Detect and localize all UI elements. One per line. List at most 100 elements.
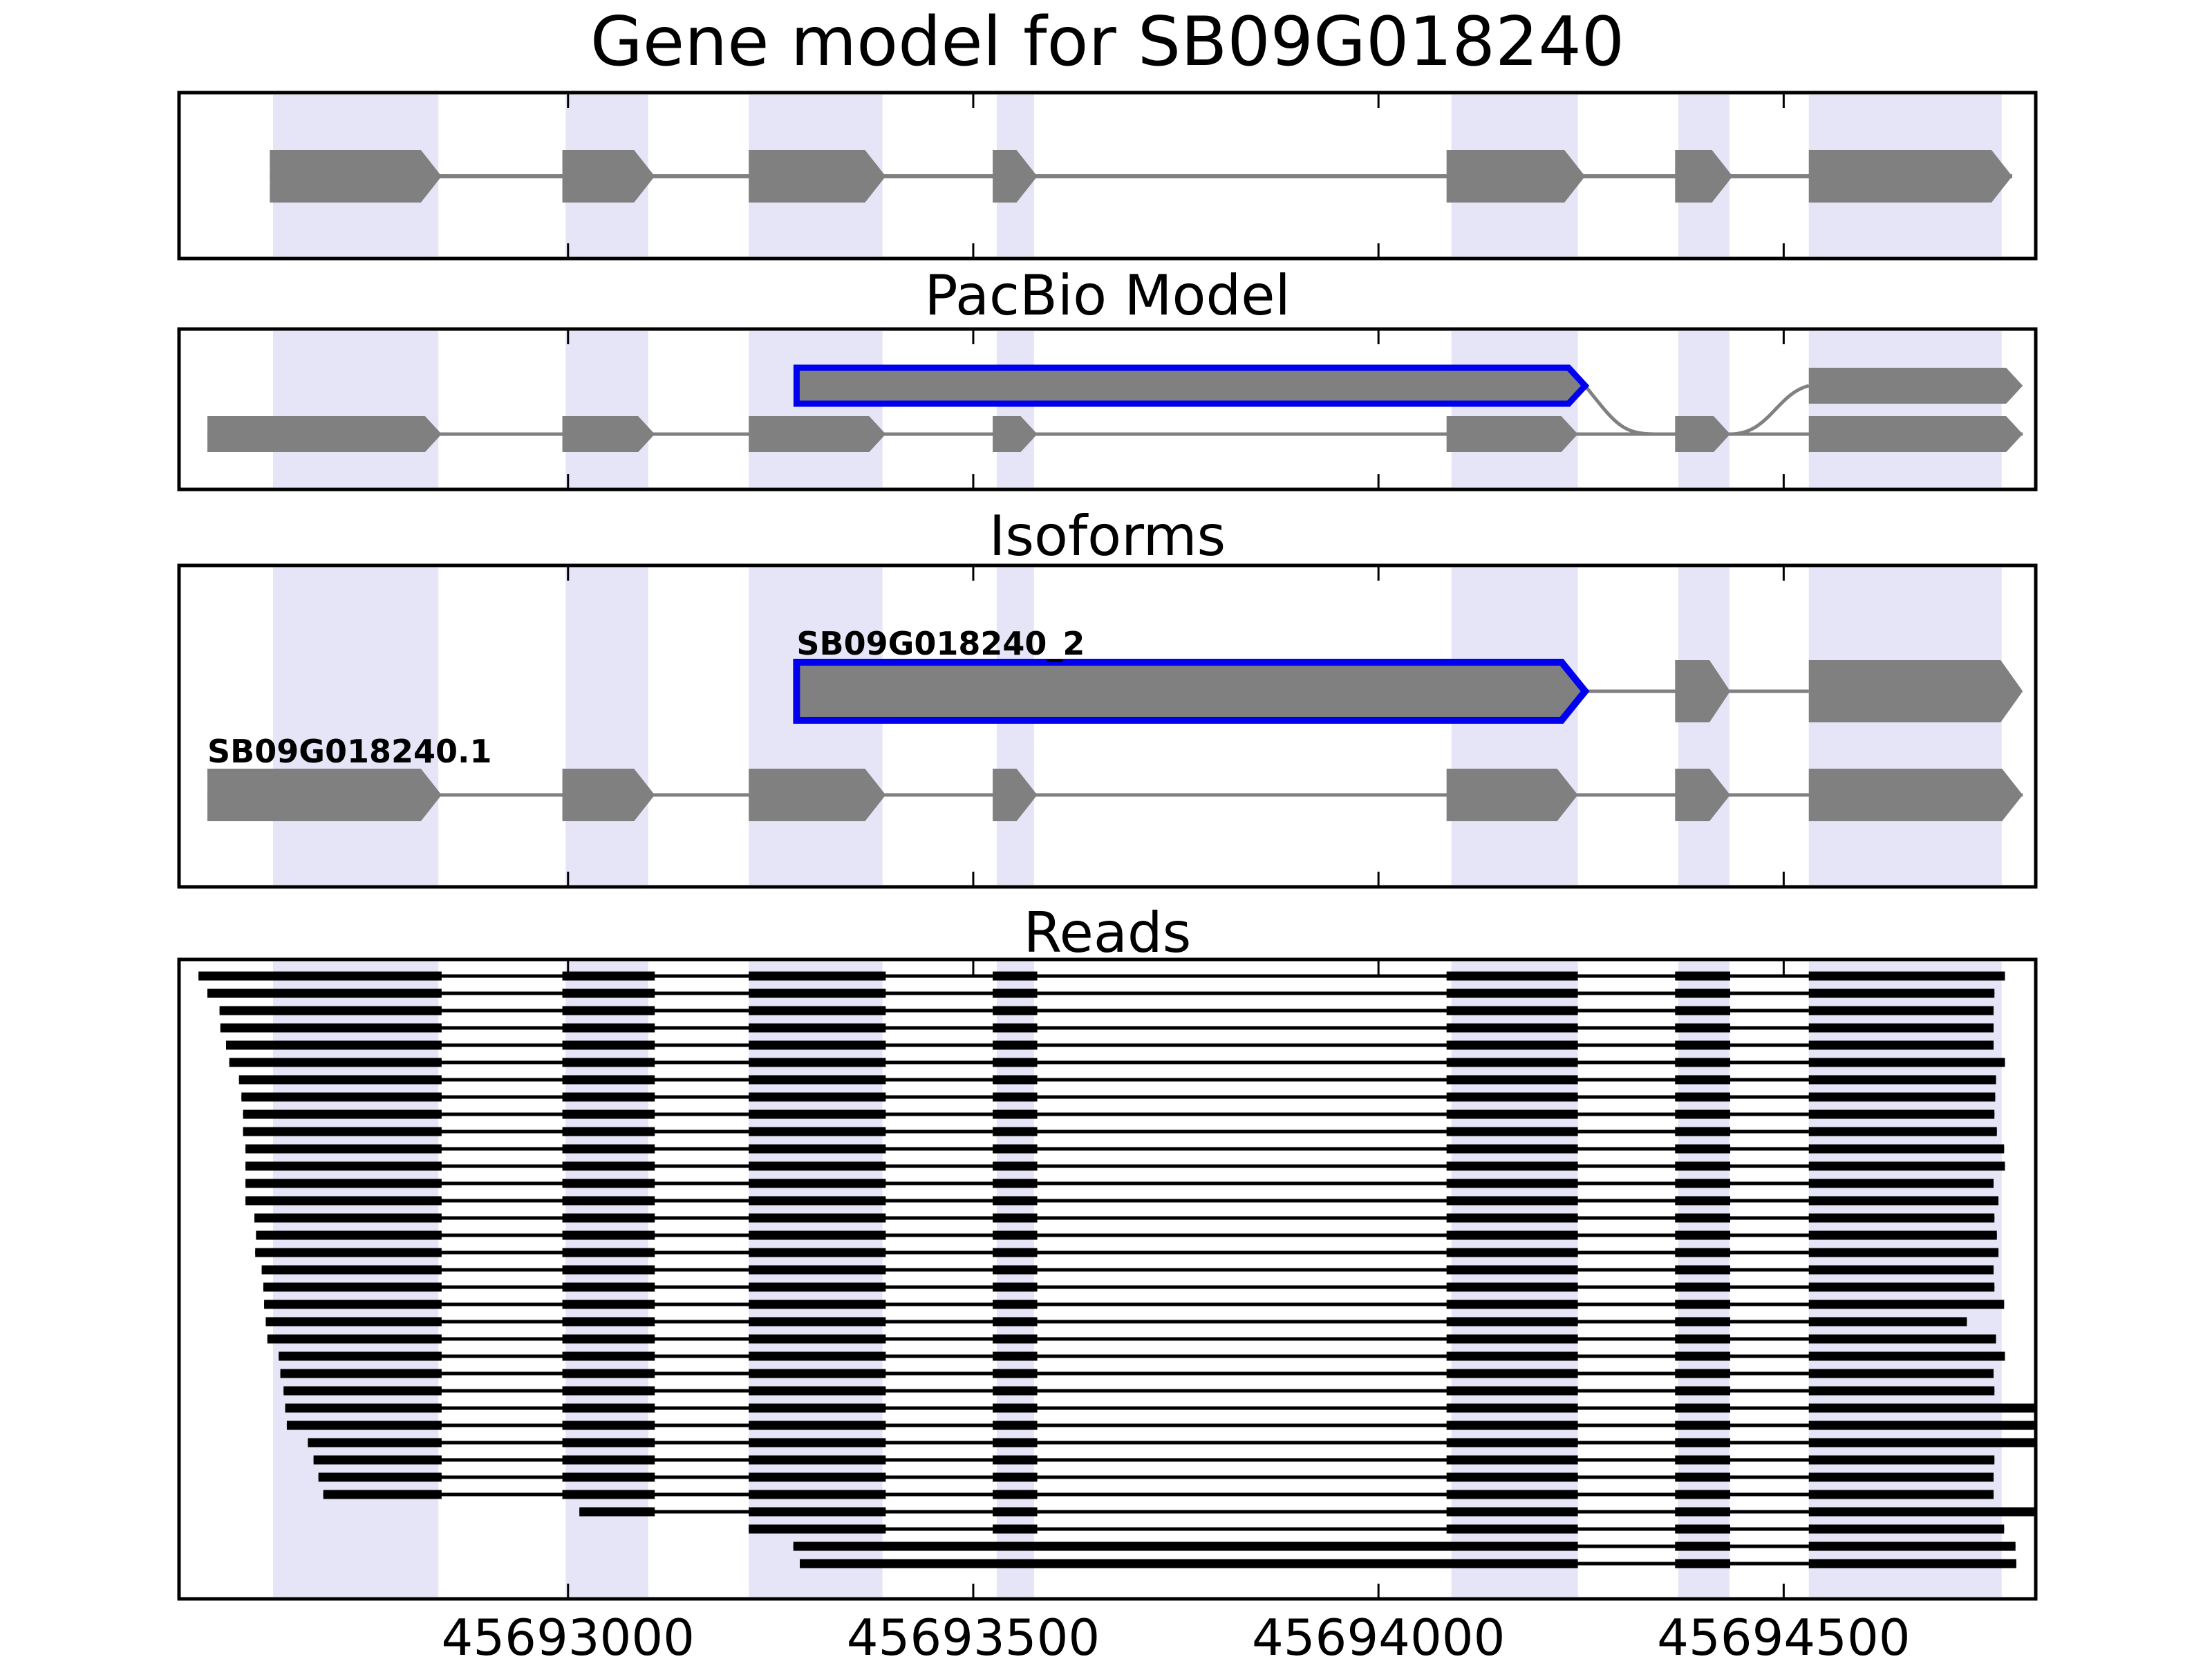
exon-highlight-band <box>996 331 1034 487</box>
read-exon-block <box>749 971 886 981</box>
read-exon-block <box>562 1075 655 1085</box>
read-exon-block <box>238 1075 442 1085</box>
read-exon-block <box>993 1507 1038 1517</box>
read-row <box>263 1282 1995 1292</box>
read-exon-block <box>1675 1334 1730 1344</box>
read-exon-block <box>1446 1213 1578 1223</box>
read-exon-block <box>219 1006 442 1015</box>
exon <box>207 416 442 452</box>
read-exon-block <box>749 1455 886 1465</box>
read-exon-block <box>1808 1109 1995 1119</box>
read-exon-block <box>993 1023 1038 1033</box>
read-exon-block <box>562 1058 655 1067</box>
x-tick-label: 45694500 <box>1657 1609 1911 1659</box>
read-exon-block <box>562 1351 655 1361</box>
read-exon-block <box>562 1282 655 1292</box>
read-exon-block <box>1675 1438 1730 1447</box>
read-exon-block <box>1675 1230 1730 1240</box>
read-exon-block <box>1808 1127 1997 1136</box>
read-exon-block <box>993 1144 1038 1154</box>
read-exon-block <box>1675 1023 1730 1033</box>
read-exon-block <box>220 1023 442 1033</box>
read-exon-block <box>562 1455 655 1465</box>
read-exon-block <box>255 1248 442 1257</box>
splice-curve-up <box>1730 384 1810 436</box>
read-exon-block <box>749 1317 886 1327</box>
read-exon-block <box>993 1317 1038 1327</box>
read-exon-block <box>1675 1369 1730 1378</box>
exon <box>1446 150 1586 203</box>
exon-highlight-band <box>1678 962 1730 1597</box>
panel-border-reads <box>177 957 2038 1601</box>
read-exon-block <box>279 1351 442 1361</box>
read-exon-block <box>562 1248 655 1257</box>
novel-exon-highlighted <box>793 364 1590 407</box>
read-exon-block <box>318 1472 442 1482</box>
read-row <box>238 1075 1996 1085</box>
read-exon-block <box>241 1092 442 1102</box>
read-exon-block <box>749 1421 886 1430</box>
read-exon-block <box>1675 1109 1730 1119</box>
read-exon-block <box>1446 1300 1578 1309</box>
read-exon-block <box>243 1127 442 1136</box>
read-exon-block <box>1446 988 1578 998</box>
read-exon-block <box>562 1230 655 1240</box>
read-exon-block <box>1675 1161 1730 1171</box>
read-exon-block <box>1446 1317 1578 1327</box>
x-tick-label: 45693000 <box>441 1609 695 1659</box>
read-row <box>245 1144 2005 1154</box>
read-exon-block <box>1675 1127 1730 1136</box>
read-exon-block <box>749 1300 886 1309</box>
read-exon-block <box>749 1248 886 1257</box>
read-exon-block <box>1675 1300 1730 1309</box>
read-row <box>579 1507 2036 1517</box>
read-row <box>308 1438 2036 1447</box>
read-exon-block <box>749 1161 886 1171</box>
read-exon-block <box>749 1040 886 1050</box>
read-exon-block <box>749 1265 886 1275</box>
read-exon-block <box>1808 1230 1997 1240</box>
read-exon-block <box>1808 1161 2005 1171</box>
read-exon-block <box>1675 1490 1730 1499</box>
read-exon-block <box>993 1213 1038 1223</box>
exon-highlight-band <box>1451 568 1578 885</box>
read-row <box>264 1300 2005 1309</box>
read-exon-block <box>993 1230 1038 1240</box>
exon <box>749 150 886 203</box>
read-exon-block <box>1675 971 1730 981</box>
read-exon-block <box>1446 1282 1578 1292</box>
read-exon-block <box>308 1438 442 1447</box>
x-tick-label: 45694000 <box>1251 1609 1506 1659</box>
read-exon-block <box>749 1524 886 1534</box>
exon <box>562 150 655 203</box>
read-exon-block <box>562 1023 655 1033</box>
read-exon-block <box>1808 1490 1994 1499</box>
read-exon-block <box>1446 1421 1578 1430</box>
read-exon-block <box>749 1438 886 1447</box>
exon <box>1675 660 1730 722</box>
read-exon-block <box>1675 1092 1730 1102</box>
read-exon-block <box>1675 1541 1730 1551</box>
read-exon-block <box>993 1127 1038 1136</box>
read-exon-block <box>1446 1369 1578 1378</box>
read-row <box>318 1472 1994 1482</box>
read-row <box>245 1179 1994 1188</box>
read-exon-block <box>1808 1421 2036 1430</box>
read-exon-block <box>993 1438 1038 1447</box>
exon <box>1675 150 1733 203</box>
read-exon-block <box>749 1092 886 1102</box>
read-exon-block <box>749 1144 886 1154</box>
read-exon-block <box>562 1144 655 1154</box>
read-exon-block <box>1808 1282 1995 1292</box>
novel-exon-highlighted <box>793 659 1590 724</box>
exon-highlight-band <box>749 331 883 487</box>
read-exon-block <box>562 1403 655 1413</box>
read-row <box>267 1334 1996 1344</box>
read-exon-block <box>993 1369 1038 1378</box>
exon <box>1808 416 2023 452</box>
read-exon-block <box>1808 1075 1996 1085</box>
read-exon-block <box>562 1300 655 1309</box>
read-exon-block <box>562 1265 655 1275</box>
read-exon-block <box>1808 1507 2036 1517</box>
read-exon-block <box>993 1334 1038 1344</box>
